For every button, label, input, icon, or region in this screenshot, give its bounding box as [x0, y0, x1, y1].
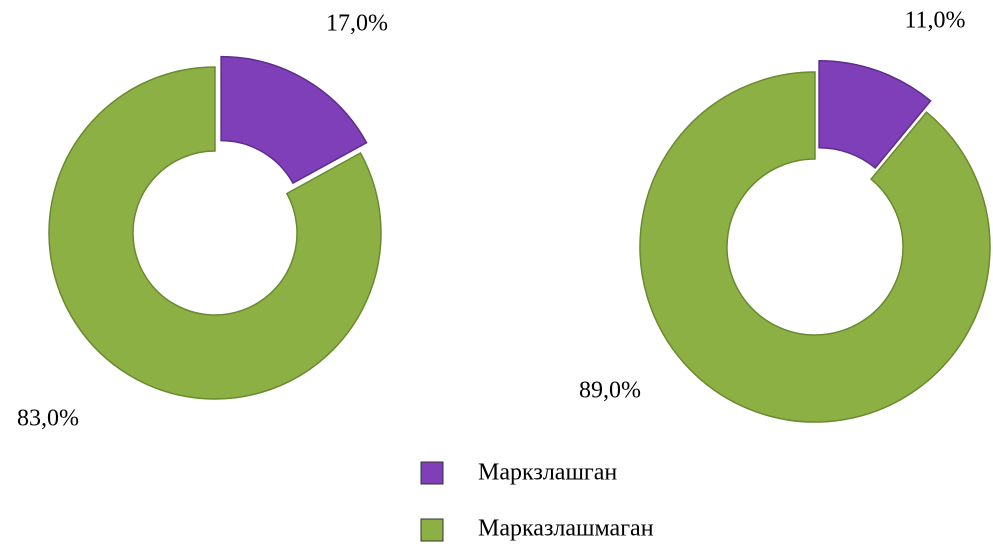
data-label: 17,0%	[326, 11, 388, 37]
legend-swatch	[420, 461, 444, 485]
donut-slice	[818, 59, 932, 169]
legend-swatch	[420, 518, 444, 542]
donut-slice	[220, 55, 368, 185]
legend-label: Марказлашмаган	[478, 516, 654, 542]
legend-label: Маркзлашган	[478, 460, 617, 486]
donut-slice	[48, 66, 382, 400]
donut-slice	[639, 71, 991, 423]
data-label: 89,0%	[579, 378, 641, 404]
data-label: 83,0%	[17, 406, 79, 432]
data-label: 11,0%	[904, 8, 965, 34]
